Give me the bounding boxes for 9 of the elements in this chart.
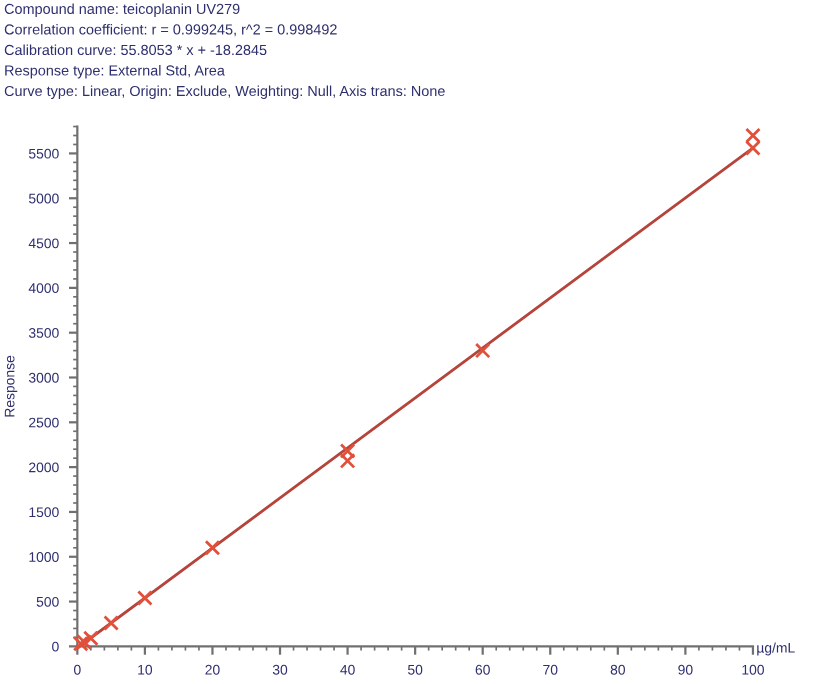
point (339, 443, 356, 459)
point (76, 633, 92, 650)
point (136, 590, 153, 606)
point (474, 342, 491, 359)
point (103, 615, 120, 631)
point (745, 140, 761, 156)
point (204, 539, 221, 556)
point (745, 127, 761, 144)
point (339, 452, 356, 469)
